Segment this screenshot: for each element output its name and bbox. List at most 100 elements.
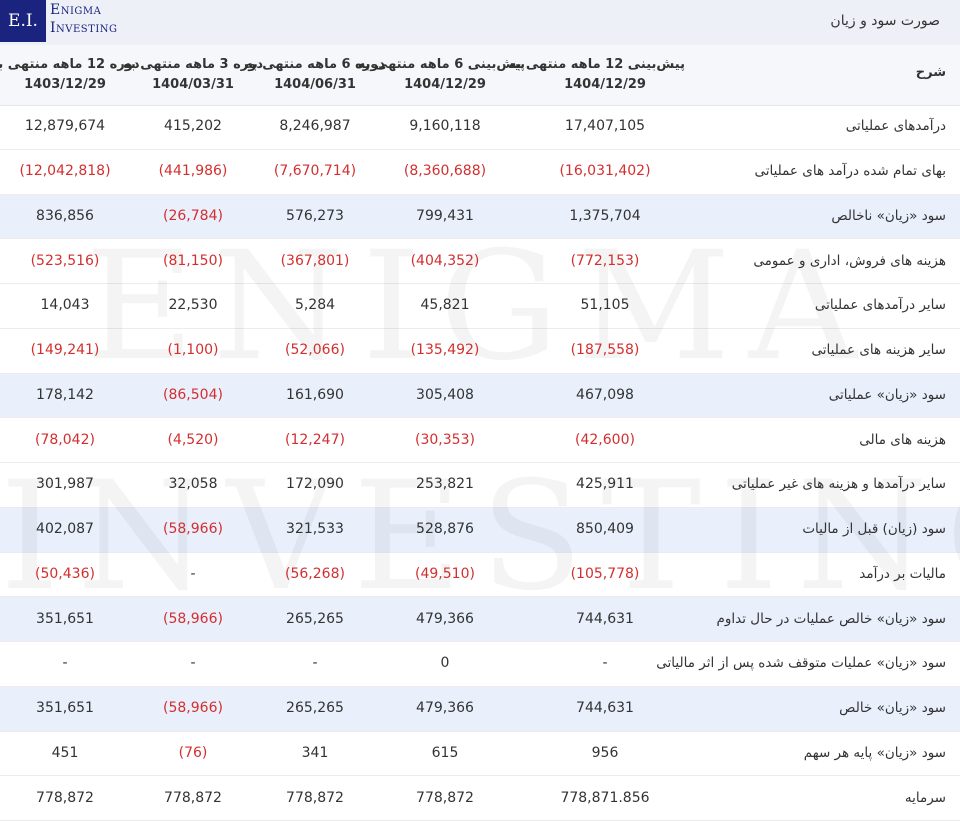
top-bar [0,0,960,45]
table-cell: 351,651 [36,610,94,627]
table-cell: (12,247) [285,431,345,448]
table-cell: (105,778) [570,565,640,582]
column-header-line: 1403/12/29 [24,77,106,92]
table-cell: 778,872 [164,789,222,806]
row-label: سایر هزینه های عملیاتی [811,342,946,359]
column-header-line: 1404/12/29 [564,77,646,92]
column-header: دوره 12 ماهه منتهی به 1403/12/29 [0,55,145,95]
table-cell: (76) [178,744,208,761]
table-cell: (7,670,714) [273,163,357,180]
table-cell: 51,105 [580,297,630,314]
row-label: سایر درآمدها و هزینه های غیر عملیاتی [731,476,946,493]
column-header-line: دوره 3 ماهه منتهی به [122,57,264,72]
logo-text: Enigma [50,2,102,18]
table-cell: (441,986) [158,163,228,180]
row-label: سود «زیان» عملیات متوقف شده پس از اثر ما… [656,655,946,672]
table-cell: 0 [440,655,450,672]
row-label: درآمدهای عملیاتی [845,118,946,135]
table-row [0,150,960,195]
table-cell: (58,966) [163,610,223,627]
table-row [0,329,960,374]
table-cell: 12,879,674 [24,118,106,135]
table-cell: - [62,655,68,672]
row-label: بهای تمام شده درآمد های عملیاتی [754,163,946,180]
table-cell: 451 [51,744,79,761]
column-header-line: دوره 6 ماهه منتهی به [244,57,386,72]
table-row [0,239,960,284]
table-cell: (30,353) [415,431,475,448]
table-cell: 956 [591,744,619,761]
column-header: شرح [915,65,946,80]
table-cell: 17,407,105 [564,118,646,135]
page-title: صورت سود و زیان [830,13,940,29]
table-cell: 415,202 [164,118,222,135]
table-cell: 22,530 [168,297,218,314]
table-cell: 301,987 [36,476,94,493]
table-row [0,463,960,508]
table-cell: 778,871.856 [560,789,650,806]
table-cell: - [602,655,608,672]
table-header [0,45,960,106]
table-cell: 351,651 [36,700,94,717]
table-cell: 265,265 [286,610,344,627]
table-cell: 5,284 [294,297,336,314]
row-label: سود «زیان» خالص [839,700,946,717]
column-header-line: دوره 12 ماهه منتهی به [0,57,140,72]
table-cell: 321,533 [286,521,344,538]
table-cell: 32,058 [168,476,218,493]
table-cell: (52,066) [285,342,345,359]
row-label: مالیات بر درآمد [859,565,946,582]
table-cell: - [312,655,318,672]
row-label: سود (زیان) قبل از مالیات [802,521,946,538]
row-label: سایر درآمدهای عملیاتی [814,297,946,314]
table-cell: 615 [431,744,459,761]
table-row [0,686,960,732]
table-row [0,284,960,329]
table-cell: 253,821 [416,476,474,493]
table-cell: (149,241) [30,342,100,359]
column-header-line: 1404/12/29 [404,77,486,92]
table-cell: (135,492) [410,342,480,359]
column-header-line: پیش‌بینی 12 ماهه منتهی به [508,57,685,72]
table-cell: (8,360,688) [403,163,487,180]
table-cell: (4,520) [167,431,219,448]
table-cell: (26,784) [163,207,223,224]
table-cell: (367,801) [280,252,350,269]
table-row [0,418,960,463]
column-header: پیش‌بینی 12 ماهه منتهی به 1404/12/29 [508,55,685,95]
row-label: سود «زیان» خالص عملیات در حال تداوم [716,610,946,627]
row-label: هزینه های مالی [859,431,946,448]
table-cell: 425,911 [576,476,634,493]
table-cell: (187,558) [570,342,640,359]
table-cell: 479,366 [416,610,474,627]
table-cell: 576,273 [286,207,344,224]
table-cell: 178,142 [36,386,94,403]
table-cell: 14,043 [40,297,90,314]
table-cell: 467,098 [576,386,634,403]
table-cell: 799,431 [416,207,474,224]
logo-mark: E.I. [0,0,46,42]
table-cell: (58,966) [163,521,223,538]
table-cell: (50,436) [35,565,95,582]
table-cell: (404,352) [410,252,480,269]
table-cell: 778,872 [416,789,474,806]
table-cell: (49,510) [415,565,475,582]
table-row [0,105,960,150]
table-cell: (12,042,818) [19,163,111,180]
column-header: پیش‌بینی 6 ماهه منتهی به 1404/12/29 [358,55,525,95]
table-cell: 778,872 [286,789,344,806]
row-label: سود «زیان» عملیاتی [828,386,946,403]
table-cell: 9,160,118 [409,118,481,135]
table-cell: 479,366 [416,700,474,717]
table-cell: 744,631 [576,610,634,627]
table-cell: 850,409 [576,521,634,538]
table-cell: (58,966) [163,700,223,717]
table-cell: (81,150) [163,252,223,269]
column-header-line: 1404/03/31 [152,77,234,92]
table-cell: 265,265 [286,700,344,717]
logo-text: Investing [50,20,118,36]
table-cell: 778,872 [36,789,94,806]
table-cell: (86,504) [163,386,223,403]
table-cell: (772,153) [570,252,640,269]
table-row [0,373,960,419]
